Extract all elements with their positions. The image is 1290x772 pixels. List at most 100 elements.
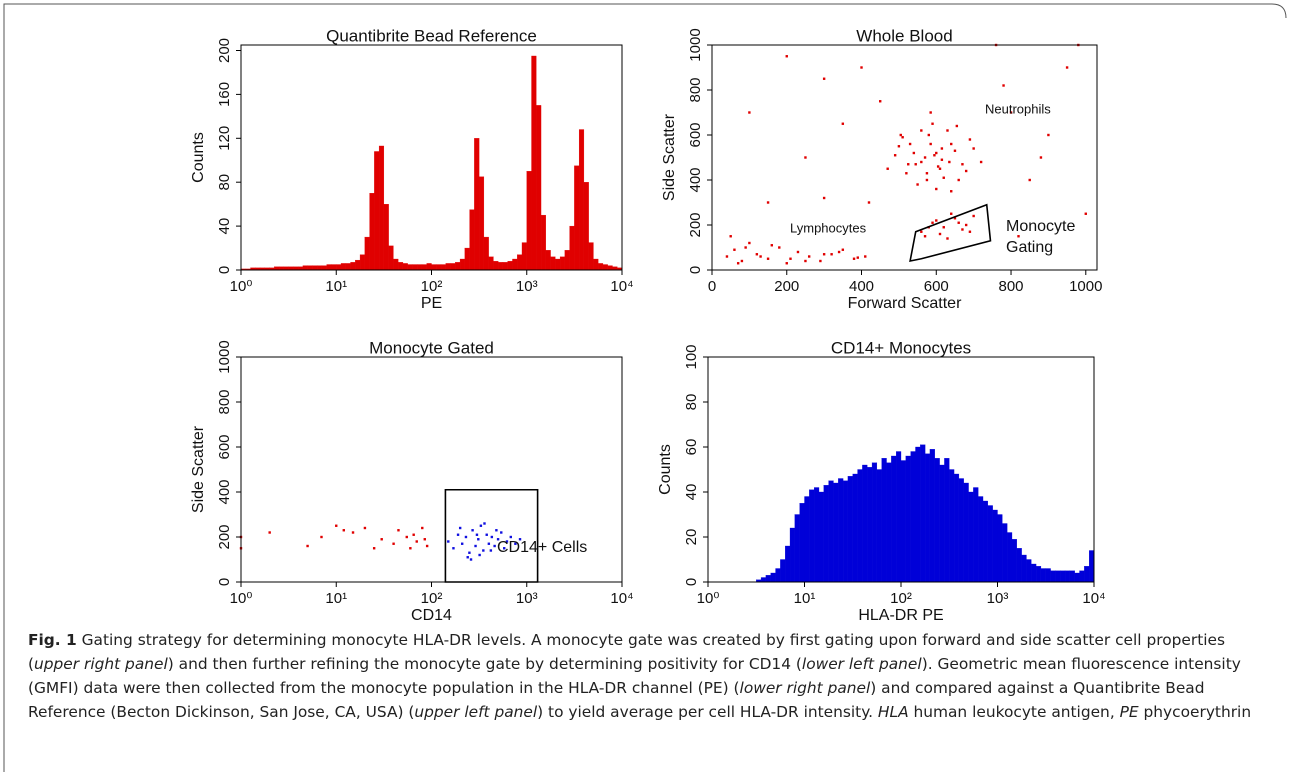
scatter-point <box>860 66 863 69</box>
y-tick-label: 600 <box>216 434 233 459</box>
scatter-point <box>1065 66 1069 69</box>
histogram-bar <box>1060 570 1066 583</box>
histogram-bar <box>307 265 313 271</box>
caption-text: lower right panel <box>739 679 871 697</box>
scatter-point <box>789 257 792 260</box>
histogram-bar <box>1007 532 1013 583</box>
x-tick-label: 10¹ <box>794 590 816 607</box>
scatter-point <box>927 133 930 137</box>
histogram-bar <box>483 236 489 271</box>
scatter-point <box>968 138 972 141</box>
scatter-point <box>495 529 498 532</box>
y-axis-label: Counts <box>657 444 674 495</box>
histogram-bar <box>574 165 580 271</box>
histogram-bar <box>799 503 805 583</box>
scatter-point <box>1039 156 1043 159</box>
x-tick-label: 800 <box>999 278 1024 295</box>
scatter-point <box>964 169 968 173</box>
histogram-bar <box>982 500 988 583</box>
histogram-bar <box>559 256 566 271</box>
histogram-bar <box>1026 559 1032 583</box>
histogram-bar <box>809 489 815 583</box>
histogram-bar <box>445 263 451 271</box>
x-tick-label: 10² <box>421 590 443 607</box>
histogram-bar <box>1074 572 1080 583</box>
page-frame <box>3 3 1287 772</box>
scatter-point <box>935 151 938 155</box>
x-tick-label: 0 <box>708 278 716 295</box>
scatter-point <box>755 253 759 256</box>
histogram-bar <box>968 491 974 583</box>
histogram-bar <box>973 487 979 583</box>
scatter-point <box>405 535 408 539</box>
scatter-point <box>942 226 945 229</box>
x-axis-label: HLA-DR PE <box>858 607 943 624</box>
scatter-point <box>942 176 945 179</box>
scatter-point <box>1047 133 1050 137</box>
histogram-bar <box>847 476 853 583</box>
histogram-bar <box>891 455 897 583</box>
caption-text: phycoerythrin <box>1138 703 1252 721</box>
scatter-point <box>923 235 927 238</box>
histogram-bar <box>459 258 465 271</box>
histogram-bar <box>910 451 916 583</box>
histogram-bar <box>402 263 408 271</box>
scatter-point <box>425 544 429 548</box>
scatter-point <box>736 262 740 265</box>
caption-text: upper left panel <box>414 703 538 721</box>
y-tick-label: 0 <box>216 266 233 274</box>
y-axis-label: Counts <box>190 132 207 183</box>
scatter-point <box>938 232 942 236</box>
histogram-bar <box>326 264 332 271</box>
histogram-bar <box>593 258 599 271</box>
scatter-point <box>929 111 932 114</box>
scatter-point <box>351 531 355 534</box>
scatter-point <box>509 535 512 539</box>
histogram-bar <box>929 449 935 583</box>
scatter-point <box>979 160 983 164</box>
y-tick-label: 1000 <box>687 28 704 61</box>
scatter-point <box>950 142 953 146</box>
x-tick-label: 600 <box>924 278 949 295</box>
y-tick-label: 160 <box>216 82 233 107</box>
scatter-point <box>759 255 762 258</box>
histogram-bar <box>915 446 921 583</box>
histogram-bar <box>369 193 375 271</box>
scatter-point <box>819 259 822 263</box>
histogram-bar <box>924 453 931 583</box>
scatter-point <box>503 547 506 550</box>
histogram-bar <box>578 129 585 271</box>
histogram-bar <box>426 263 432 271</box>
histogram-bar <box>431 264 437 271</box>
histogram-bar <box>765 575 771 583</box>
panel-title: CD14+ Monocytes <box>831 338 971 357</box>
histogram-bar <box>598 263 604 271</box>
histogram-bar <box>321 265 327 271</box>
histogram-bar <box>536 105 542 271</box>
y-tick-label: 20 <box>683 529 700 546</box>
histogram-bar <box>383 203 389 271</box>
scatter-point <box>940 147 944 150</box>
histogram-bar <box>607 265 613 271</box>
histogram-bar <box>436 264 442 271</box>
scatter-point <box>796 250 800 254</box>
scatter-point <box>914 163 917 166</box>
scatter-point <box>893 154 897 157</box>
scatter-point <box>964 223 968 227</box>
y-tick-label: 600 <box>687 122 704 147</box>
x-tick-label: 10⁰ <box>697 590 720 607</box>
scatter-point <box>409 547 412 550</box>
panel: 0 200 400 600 800 1000 0 200 400 600 800 1000 Whole … <box>661 26 1102 312</box>
scatter-point <box>380 538 383 541</box>
histogram-bar <box>588 242 594 271</box>
histogram-bar <box>502 262 508 271</box>
histogram-bar <box>1011 539 1017 583</box>
x-tick-label: 400 <box>849 278 874 295</box>
histogram-bar <box>958 478 964 583</box>
plot-frame <box>711 44 1098 271</box>
histogram-bar <box>857 469 863 583</box>
histogram-bar <box>412 264 418 271</box>
x-tick-label: 10² <box>890 590 912 607</box>
scatter-point <box>469 558 473 561</box>
